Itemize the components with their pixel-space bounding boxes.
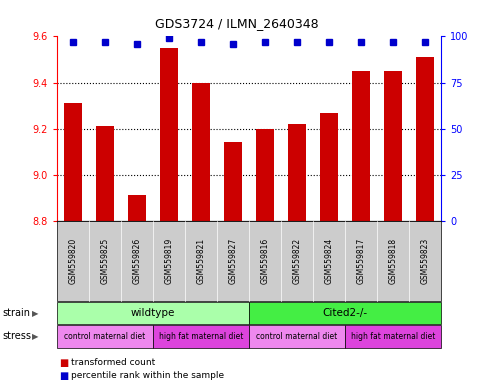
Bar	[288, 124, 306, 221]
Bar	[417, 57, 434, 221]
Text: transformed count: transformed count	[71, 358, 156, 367]
Text: GSM559818: GSM559818	[388, 238, 398, 284]
Text: GDS3724 / ILMN_2640348: GDS3724 / ILMN_2640348	[155, 17, 318, 30]
Text: ■: ■	[59, 371, 69, 381]
Text: control maternal diet: control maternal diet	[256, 332, 338, 341]
Text: GSM559820: GSM559820	[68, 238, 77, 284]
Bar	[192, 83, 210, 221]
Text: ▶: ▶	[32, 309, 39, 318]
Text: Cited2-/-: Cited2-/-	[322, 308, 368, 318]
Text: GSM559826: GSM559826	[132, 238, 141, 284]
Text: GSM559825: GSM559825	[100, 238, 109, 284]
Text: GSM559823: GSM559823	[421, 238, 430, 284]
Text: control maternal diet: control maternal diet	[64, 332, 145, 341]
Bar	[96, 126, 113, 221]
Text: stress: stress	[2, 331, 32, 341]
Bar	[385, 71, 402, 221]
Bar	[160, 48, 177, 221]
Bar	[352, 71, 370, 221]
Text: ■: ■	[59, 358, 69, 368]
Bar	[320, 113, 338, 221]
Text: GSM559817: GSM559817	[356, 238, 366, 284]
Bar	[64, 103, 81, 221]
Text: wildtype: wildtype	[131, 308, 175, 318]
Text: percentile rank within the sample: percentile rank within the sample	[71, 371, 225, 380]
Bar	[256, 129, 274, 221]
Bar	[224, 142, 242, 221]
Text: GSM559824: GSM559824	[324, 238, 334, 284]
Text: strain: strain	[2, 308, 31, 318]
Text: high fat maternal diet: high fat maternal diet	[159, 332, 243, 341]
Text: GSM559822: GSM559822	[292, 238, 302, 284]
Text: ▶: ▶	[32, 332, 39, 341]
Bar	[128, 195, 145, 221]
Text: GSM559821: GSM559821	[196, 238, 206, 284]
Text: GSM559827: GSM559827	[228, 238, 238, 284]
Text: high fat maternal diet: high fat maternal diet	[351, 332, 435, 341]
Text: GSM559816: GSM559816	[260, 238, 270, 284]
Text: GSM559819: GSM559819	[164, 238, 174, 284]
